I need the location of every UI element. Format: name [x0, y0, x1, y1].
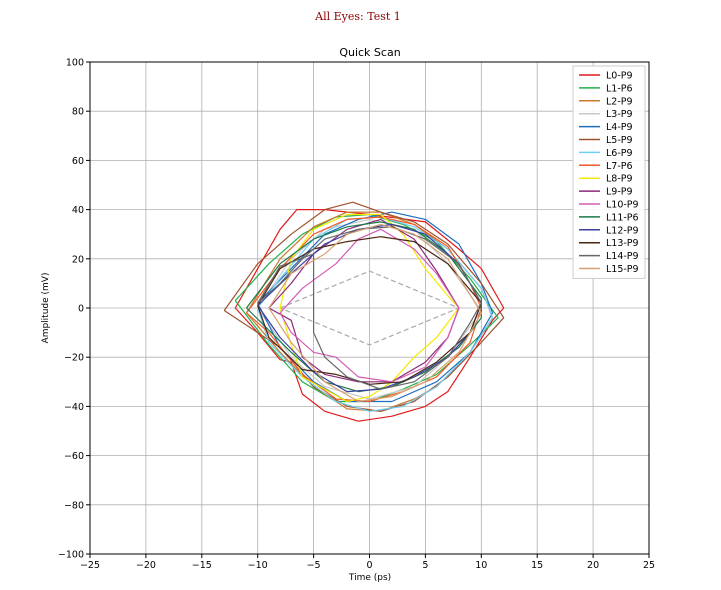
- legend-label: L1-P6: [606, 83, 633, 94]
- x-tick-label: 10: [475, 560, 487, 571]
- y-tick-label: −60: [64, 451, 84, 462]
- legend-label: L2-P9: [606, 96, 633, 107]
- x-tick-label: −5: [307, 560, 321, 571]
- legend-label: L5-P9: [606, 135, 633, 146]
- legend-label: L6-P9: [606, 148, 633, 159]
- legend-label: L13-P9: [606, 238, 639, 249]
- series-lines: [223, 201, 505, 422]
- series-line-l14-p9: [257, 226, 482, 390]
- grid: [89, 61, 650, 555]
- series-line-l15-p9: [268, 223, 482, 403]
- legend-label: L15-P9: [606, 264, 639, 275]
- x-tick-label: 5: [422, 560, 428, 571]
- legend-label: L3-P9: [606, 109, 633, 120]
- y-tick-label: 20: [72, 254, 84, 265]
- y-tick-label: −80: [64, 500, 84, 511]
- legend-label: L12-P9: [606, 225, 639, 236]
- legend-label: L14-P9: [606, 251, 639, 262]
- y-tick-label: 60: [72, 156, 84, 167]
- series-line-l5-p9: [223, 201, 505, 412]
- x-tick-label: −25: [80, 560, 100, 571]
- legend-label: L8-P9: [606, 174, 633, 185]
- series-line-l11-p6: [246, 221, 482, 393]
- figure-suptitle: All Eyes: Test 1: [314, 10, 401, 23]
- y-tick-label: 0: [78, 304, 84, 315]
- legend-label: L11-P6: [606, 212, 639, 223]
- y-axis-label: Amplitude (mV): [41, 273, 51, 344]
- axis-ticks: −25 −20 −15 −10 −5 0 5 10 15 20 25 −100 −80 −60 −40 −20…: [58, 58, 655, 572]
- x-tick-label: 25: [643, 560, 655, 571]
- x-tick-label: −10: [248, 560, 268, 571]
- series-line-l13-p9: [257, 236, 482, 385]
- legend-label: L10-P9: [606, 200, 639, 211]
- y-tick-label: 100: [66, 58, 84, 69]
- x-tick-label: 20: [587, 560, 599, 571]
- legend-label: L4-P9: [606, 122, 633, 133]
- y-tick-label: 40: [72, 205, 84, 216]
- x-tick-label: −20: [136, 560, 156, 571]
- series-line-l8-p9: [279, 213, 460, 403]
- series-line-l6-p9: [257, 216, 494, 412]
- y-tick-label: −100: [58, 550, 84, 561]
- y-tick-label: −20: [64, 353, 84, 364]
- chart-title: Quick Scan: [339, 46, 400, 59]
- x-axis-label: Time (ps): [348, 573, 391, 583]
- x-tick-label: 0: [366, 560, 372, 571]
- series-line-l10-p9: [279, 228, 460, 383]
- legend-label: L9-P9: [606, 187, 633, 198]
- x-tick-label: −15: [192, 560, 212, 571]
- y-tick-label: 80: [72, 107, 84, 118]
- y-tick-label: −40: [64, 402, 84, 413]
- x-tick-label: 15: [531, 560, 543, 571]
- series-line-l1-p6: [234, 213, 499, 403]
- legend-label: L0-P9: [606, 71, 633, 82]
- legend-label: L7-P6: [606, 161, 633, 172]
